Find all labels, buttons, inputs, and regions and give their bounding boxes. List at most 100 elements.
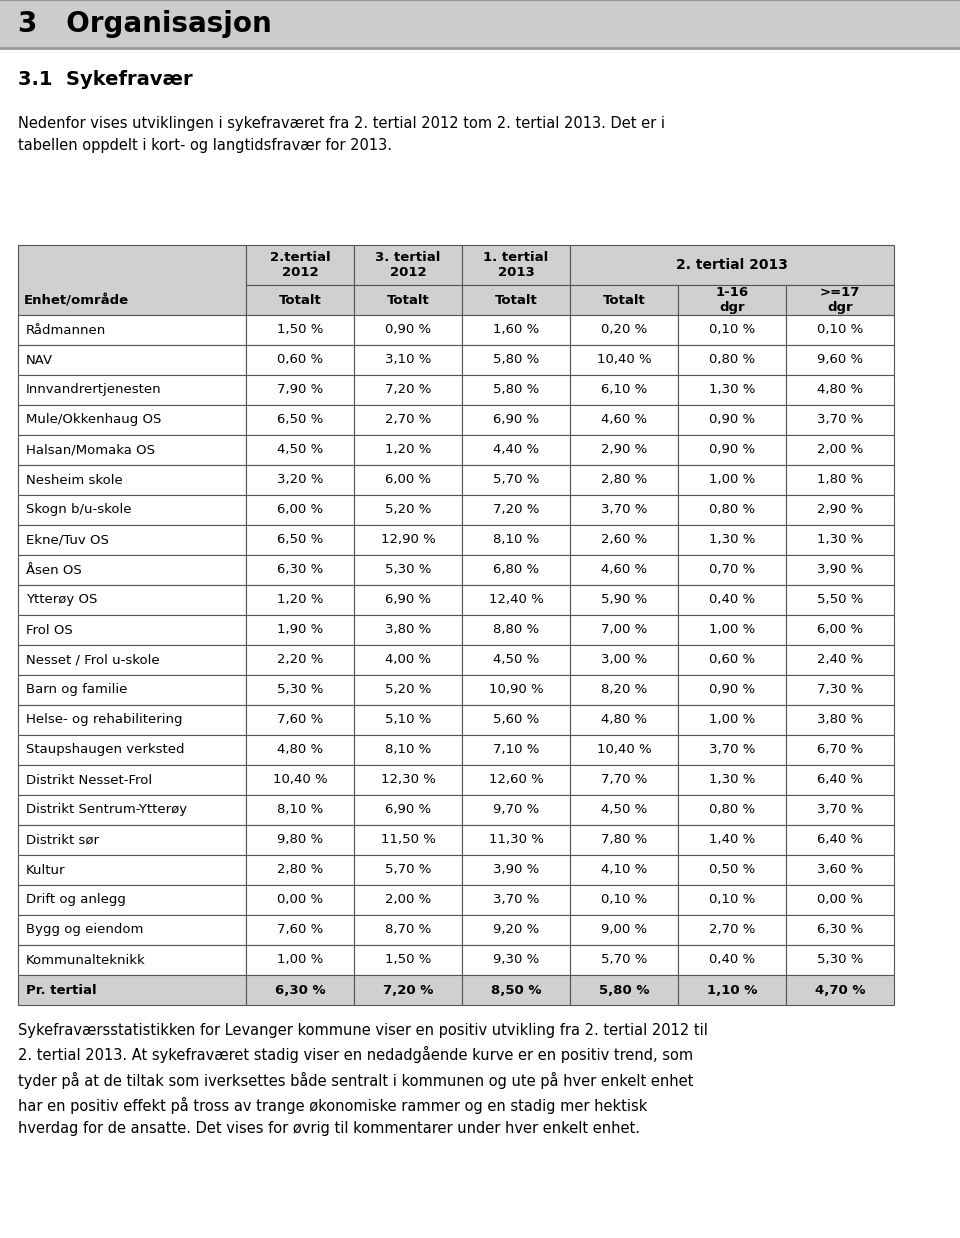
Bar — [678, 704, 786, 735]
Bar — [570, 915, 678, 945]
Bar — [786, 495, 894, 525]
Text: Nedenfor vises utviklingen i sykefraværet fra 2. tertial 2012 tom 2. tertial 201: Nedenfor vises utviklingen i sykefravære… — [18, 116, 665, 154]
Bar — [678, 525, 786, 555]
Bar — [0, 0, 960, 48]
Text: 1,20 %: 1,20 % — [276, 593, 324, 607]
Bar — [246, 735, 354, 765]
Bar — [786, 314, 894, 345]
Text: 0,10 %: 0,10 % — [708, 323, 756, 337]
Bar — [18, 586, 246, 615]
Bar — [246, 375, 354, 405]
Bar — [354, 586, 462, 615]
Text: 5,70 %: 5,70 % — [492, 473, 540, 487]
Bar — [18, 795, 246, 825]
Text: 9,30 %: 9,30 % — [492, 953, 540, 967]
Bar — [354, 245, 462, 285]
Bar — [462, 645, 570, 675]
Bar — [354, 465, 462, 495]
Text: 8,10 %: 8,10 % — [385, 744, 431, 756]
Text: 6,90 %: 6,90 % — [492, 413, 540, 427]
Bar — [786, 885, 894, 915]
Bar — [462, 765, 570, 795]
Bar — [786, 555, 894, 586]
Bar — [18, 245, 246, 314]
Bar — [354, 525, 462, 555]
Bar — [246, 245, 354, 285]
Bar — [786, 285, 894, 314]
Bar — [354, 855, 462, 885]
Bar — [246, 915, 354, 945]
Text: NAV: NAV — [26, 354, 53, 366]
Text: Frol OS: Frol OS — [26, 624, 73, 636]
Text: Totalt: Totalt — [387, 293, 429, 307]
Text: 4,60 %: 4,60 % — [601, 563, 647, 577]
Bar — [786, 465, 894, 495]
Bar — [462, 945, 570, 976]
Text: 2,40 %: 2,40 % — [817, 654, 863, 666]
Bar — [354, 405, 462, 435]
Bar — [354, 795, 462, 825]
Bar — [18, 645, 246, 675]
Bar — [246, 555, 354, 586]
Bar — [570, 855, 678, 885]
Text: 3   Organisasjon: 3 Organisasjon — [18, 10, 272, 38]
Text: 1,30 %: 1,30 % — [817, 534, 863, 546]
Bar — [354, 645, 462, 675]
Text: 7,60 %: 7,60 % — [276, 713, 324, 727]
Text: 4,50 %: 4,50 % — [276, 443, 324, 457]
Text: 4,80 %: 4,80 % — [817, 384, 863, 396]
Text: 9,70 %: 9,70 % — [492, 803, 540, 817]
Text: 7,80 %: 7,80 % — [601, 833, 647, 847]
Text: 10,40 %: 10,40 % — [273, 774, 327, 786]
Bar — [246, 465, 354, 495]
Text: 10,40 %: 10,40 % — [597, 354, 651, 366]
Bar — [786, 375, 894, 405]
Text: Nesset / Frol u-skole: Nesset / Frol u-skole — [26, 654, 159, 666]
Bar — [18, 555, 246, 586]
Bar — [246, 314, 354, 345]
Bar — [18, 495, 246, 525]
Bar — [786, 405, 894, 435]
Bar — [462, 885, 570, 915]
Text: 0,10 %: 0,10 % — [601, 894, 647, 906]
Text: 5,70 %: 5,70 % — [385, 863, 431, 877]
Bar — [462, 735, 570, 765]
Text: Kultur: Kultur — [26, 863, 65, 877]
Text: 7,20 %: 7,20 % — [385, 384, 431, 396]
Bar — [570, 525, 678, 555]
Bar — [570, 615, 678, 645]
Text: 0,90 %: 0,90 % — [708, 443, 756, 457]
Bar — [462, 465, 570, 495]
Text: 0,90 %: 0,90 % — [708, 683, 756, 697]
Bar — [354, 675, 462, 704]
Bar — [18, 615, 246, 645]
Text: 3,00 %: 3,00 % — [601, 654, 647, 666]
Text: 1,80 %: 1,80 % — [817, 473, 863, 487]
Text: 0,10 %: 0,10 % — [817, 323, 863, 337]
Bar — [678, 375, 786, 405]
Text: Rådmannen: Rådmannen — [26, 323, 107, 337]
Text: 12,60 %: 12,60 % — [489, 774, 543, 786]
Text: 3,80 %: 3,80 % — [817, 713, 863, 727]
Text: 6,50 %: 6,50 % — [276, 534, 324, 546]
Bar — [18, 885, 246, 915]
Text: Helse- og rehabilitering: Helse- og rehabilitering — [26, 713, 182, 727]
Bar — [570, 555, 678, 586]
Text: 2,70 %: 2,70 % — [385, 413, 431, 427]
Bar — [462, 795, 570, 825]
Bar — [570, 675, 678, 704]
Bar — [570, 765, 678, 795]
Text: 12,40 %: 12,40 % — [489, 593, 543, 607]
Text: 7,10 %: 7,10 % — [492, 744, 540, 756]
Text: 2,90 %: 2,90 % — [601, 443, 647, 457]
Text: 2,00 %: 2,00 % — [817, 443, 863, 457]
Bar — [246, 525, 354, 555]
Text: Distrikt Nesset-Frol: Distrikt Nesset-Frol — [26, 774, 152, 786]
Text: Ytterøy OS: Ytterøy OS — [26, 593, 97, 607]
Text: 11,50 %: 11,50 % — [380, 833, 436, 847]
Bar — [678, 586, 786, 615]
Bar — [246, 645, 354, 675]
Bar — [570, 285, 678, 314]
Bar — [570, 976, 678, 1005]
Text: 1,00 %: 1,00 % — [708, 473, 756, 487]
